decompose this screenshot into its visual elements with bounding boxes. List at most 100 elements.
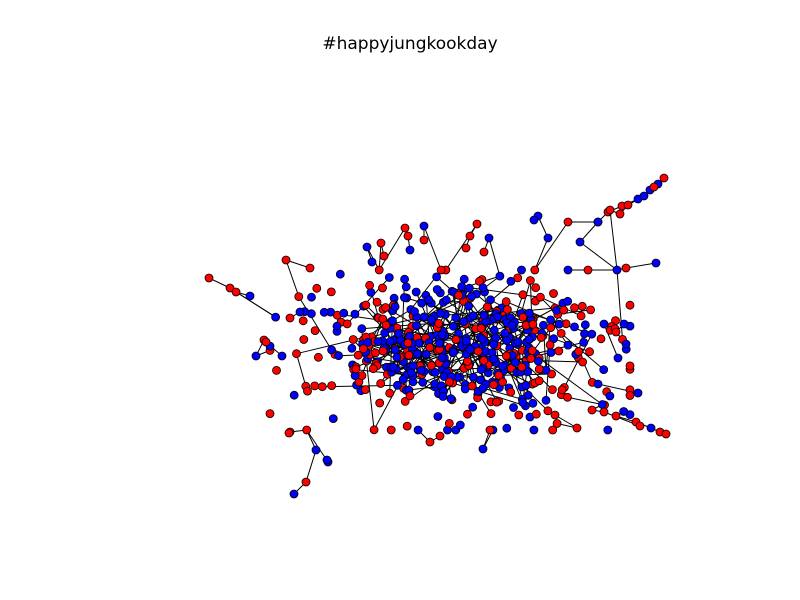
graph-node-blue (524, 308, 534, 318)
graph-node-red (386, 425, 396, 435)
graph-node-red (365, 280, 375, 290)
graph-node-red (576, 311, 586, 321)
graph-node-red (302, 425, 312, 435)
graph-node-red (526, 276, 535, 285)
graph-node-red (204, 273, 214, 283)
graph-node-red (444, 418, 454, 428)
graph-node-blue (502, 423, 512, 433)
graph-node-red (611, 327, 621, 337)
graph-node-red (548, 425, 558, 435)
graph-node-blue (357, 324, 367, 334)
graph-node-blue (580, 329, 589, 339)
graph-node-blue (502, 336, 512, 345)
graph-node-red (310, 381, 320, 391)
graph-node-blue (417, 298, 427, 308)
graph-node-blue (339, 308, 349, 318)
graph-node-blue (373, 337, 383, 347)
graph-node-blue (489, 354, 499, 364)
graph-node-blue (411, 287, 421, 297)
graph-node-red (517, 362, 527, 372)
graph-node-red (400, 223, 410, 233)
graph-node-red (299, 335, 309, 344)
graph-node-red (379, 251, 389, 261)
graph-node-blue (563, 265, 573, 275)
graph-node-blue (489, 325, 499, 335)
graph-node-blue (529, 425, 539, 435)
graph-node-red (281, 255, 291, 265)
graph-nodes (204, 173, 671, 499)
graph-node-red (310, 326, 320, 336)
graph-node-blue (464, 301, 474, 311)
graph-edge (353, 369, 407, 376)
graph-node-blue (468, 311, 478, 321)
graph-node-blue (478, 444, 488, 454)
graph-node-red (479, 247, 489, 257)
graph-edge (579, 221, 599, 243)
graph-node-red (285, 313, 295, 323)
graph-node-red (476, 323, 486, 333)
graph-node-red (451, 335, 461, 345)
graph-node-red (552, 419, 562, 428)
graph-node-red (358, 344, 368, 354)
graph-node-red (292, 349, 301, 359)
graph-node-blue (451, 313, 461, 323)
graph-node-blue (446, 394, 456, 404)
graph-node-blue (495, 271, 505, 281)
graph-node-red (586, 305, 595, 315)
graph-node-blue (307, 292, 316, 302)
graph-node-red (536, 292, 545, 302)
graph-node-blue (518, 397, 528, 407)
graph-edge (534, 237, 549, 271)
graph-node-blue (448, 348, 458, 357)
graph-node-red (649, 182, 659, 192)
graph-node-red (375, 398, 385, 408)
graph-node-red (536, 333, 546, 342)
graph-node-blue (271, 312, 281, 322)
graph-node-blue (392, 352, 402, 362)
graph-node-red (303, 386, 312, 396)
graph-node-blue (457, 282, 467, 292)
graph-node-red (378, 283, 387, 293)
graph-node-blue (277, 351, 287, 361)
graph-node-blue (500, 328, 510, 338)
graph-node-red (317, 382, 327, 392)
graph-node-blue (433, 412, 443, 421)
graph-node-red (467, 381, 477, 391)
graph-node-blue (651, 258, 661, 268)
graph-node-red (545, 340, 555, 350)
graph-node-blue (251, 351, 261, 361)
graph-node-red (585, 347, 594, 357)
graph-node-blue (327, 345, 337, 355)
graph-node-red (570, 303, 579, 313)
graph-node-red (501, 351, 511, 361)
graph-node-blue (489, 339, 499, 349)
graph-node-blue (465, 345, 475, 354)
graph-node-blue (367, 257, 377, 267)
graph-node-red (611, 411, 621, 421)
graph-node-red (462, 357, 472, 366)
graph-node-red (444, 377, 454, 387)
graph-node-red (482, 302, 492, 312)
graph-edge (534, 221, 569, 271)
graph-node-red (231, 287, 241, 297)
graph-node-blue (435, 309, 445, 318)
graph-node-blue (479, 310, 489, 320)
graph-node-blue (432, 285, 442, 294)
graph-node-red (265, 409, 275, 419)
graph-node-red (371, 348, 380, 358)
graph-node-red (577, 301, 587, 311)
graph-node-blue (245, 291, 255, 301)
graph-node-blue (533, 356, 543, 366)
graph-node-blue (399, 293, 409, 302)
graph-node-blue (319, 307, 329, 317)
graph-node-red (342, 319, 352, 329)
graph-node-blue (639, 191, 649, 201)
graph-node-blue (448, 321, 458, 331)
graph-node-blue (484, 233, 494, 243)
graph-node-blue (570, 322, 579, 332)
graph-node-red (486, 409, 496, 419)
graph-node-red (404, 350, 414, 360)
graph-node-blue (467, 291, 477, 301)
graph-node-blue (332, 321, 342, 331)
graph-node-red (419, 235, 429, 245)
